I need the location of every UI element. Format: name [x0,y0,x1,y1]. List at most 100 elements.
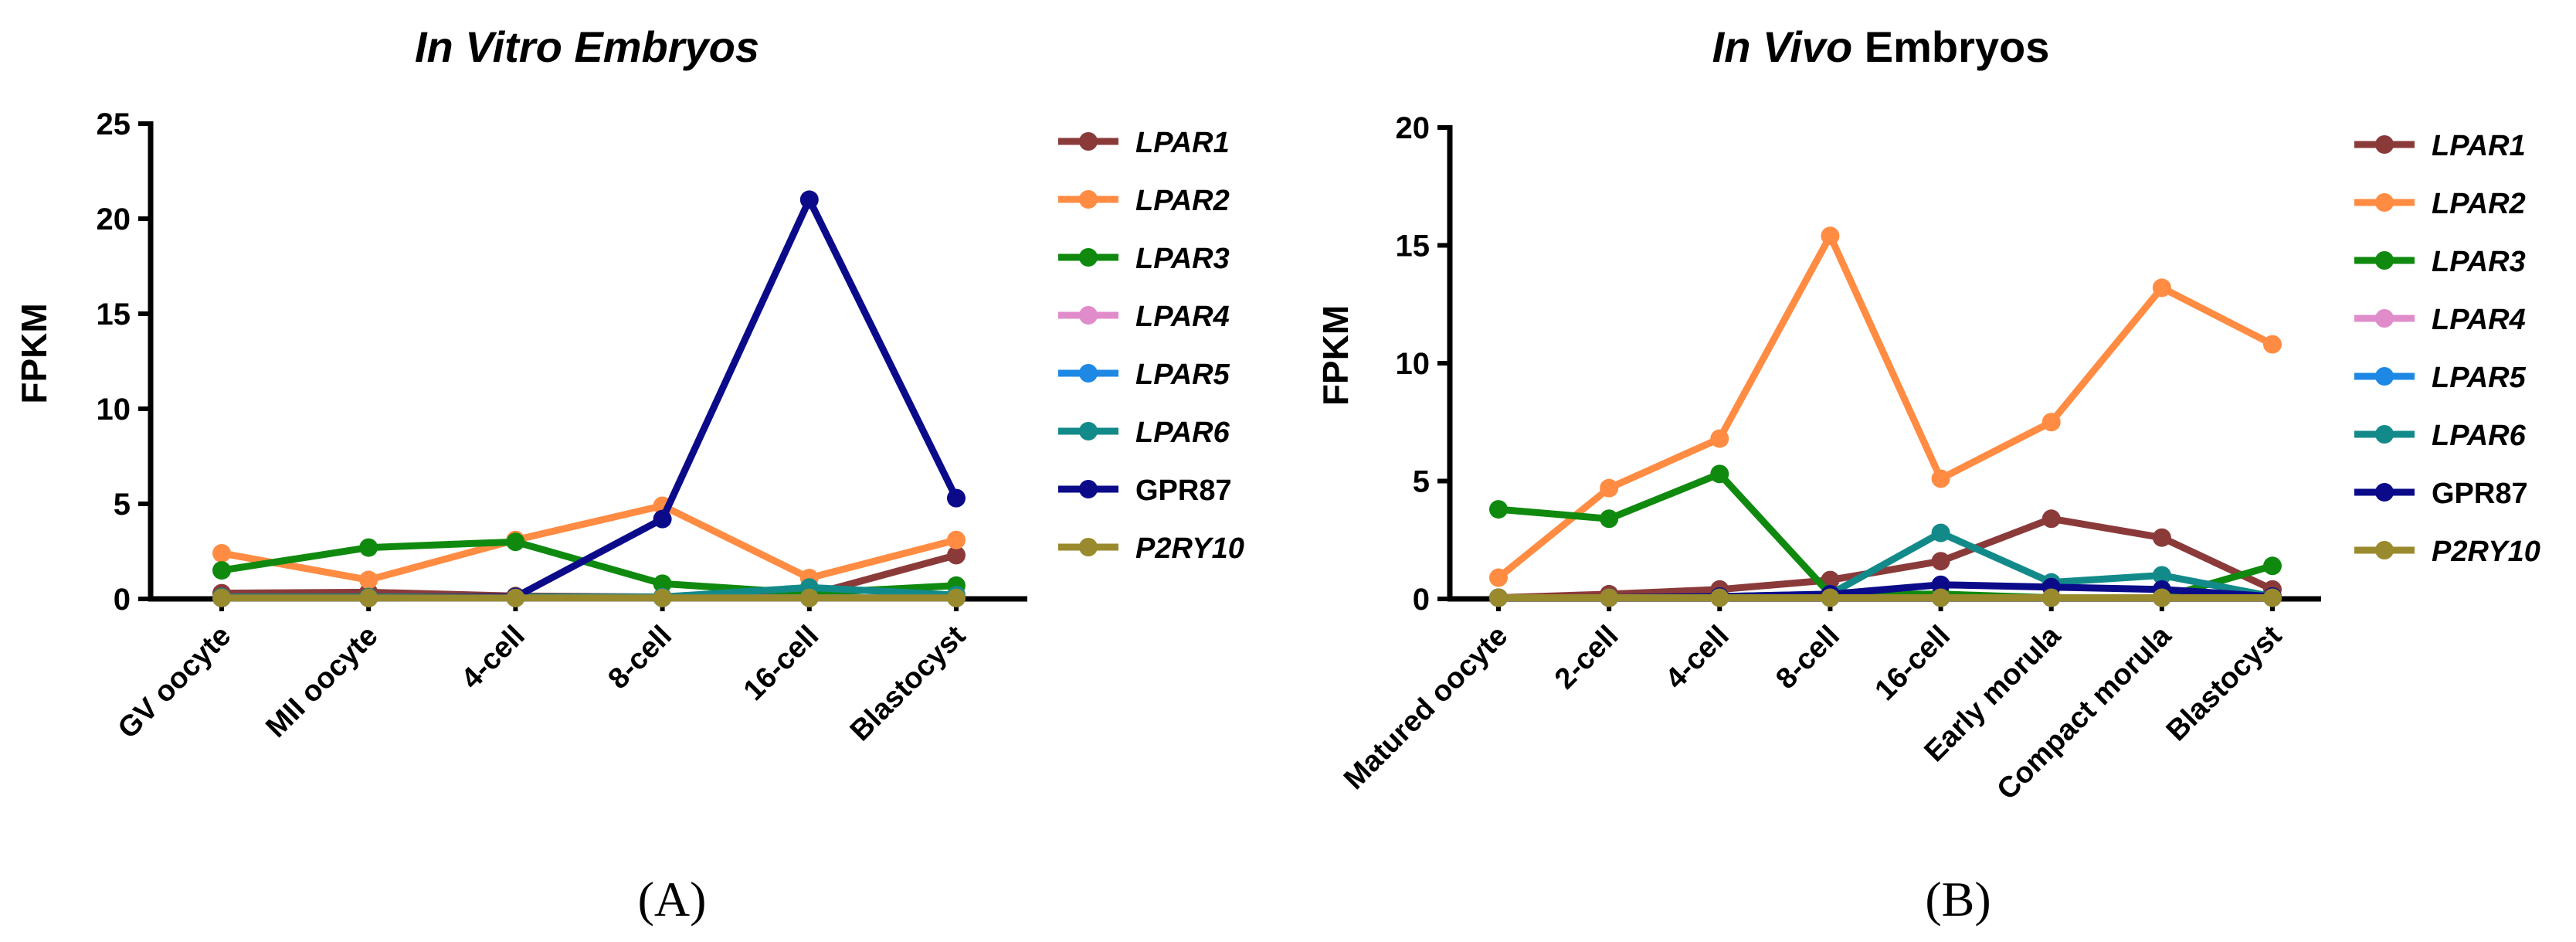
b-point-gpr87 [1931,575,1950,594]
b-x-tick-label: Blastocyst [2160,619,2289,747]
b-point-lpar2 [1821,226,1840,246]
a-chart-title: In Vitro Embryos [415,22,759,71]
a-y-axis-label: FPKM [14,303,54,403]
b-point-p2ry10 [1931,588,1950,607]
a-legend-swatch-marker [1079,132,1098,151]
b-y-tick-label: 20 [1396,111,1431,145]
a-x-tick-label: MII oocyte [260,620,384,744]
b-x-tick-label: 8-cell [1770,620,1845,695]
b-point-lpar1 [2041,509,2061,529]
a-title-part: In Vitro Embryos [415,22,759,71]
a-legend-swatch-marker [1079,248,1098,267]
a-point-lpar2 [947,530,966,549]
b-legend-item: LPAR5 [2354,362,2527,394]
b-legend-swatch-marker [2375,135,2394,154]
b-legend-item: LPAR4 [2354,304,2526,336]
a-legend-item: LPAR1 [1058,127,1230,159]
b-point-lpar1 [2152,528,2171,547]
a-y-tick-label: 5 [114,488,131,522]
a-legend-item: LPAR5 [1058,359,1230,391]
a-legend-item: GPR87 [1058,474,1232,507]
b-point-lpar6 [2152,566,2171,585]
b-point-lpar2 [1710,429,1729,448]
a-x-tick-label: 16-cell [738,620,825,707]
b-point-lpar2 [2263,335,2282,354]
b-point-p2ry10 [1600,588,1619,607]
a-y-tick-label: 10 [97,393,131,427]
b-point-p2ry10 [2152,588,2171,607]
b-point-p2ry10 [1821,588,1840,607]
a-legend-label: LPAR1 [1135,127,1230,159]
a-point-p2ry10 [212,588,231,607]
a-point-lpar1 [947,546,966,565]
b-legend-item: LPAR3 [2354,246,2526,278]
b-point-lpar6 [1931,523,1950,542]
b-legend-swatch-marker [2375,309,2394,328]
b-point-p2ry10 [2041,588,2061,607]
a-point-lpar3 [506,532,525,552]
a-point-p2ry10 [506,588,525,607]
a-legend-label: LPAR3 [1135,243,1230,275]
b-y-tick-label: 0 [1413,583,1430,617]
b-title-part: In Vivo [1712,22,1853,71]
b-x-tick-label: 4-cell [1659,620,1735,695]
a-legend-item: LPAR6 [1058,417,1230,449]
a-point-p2ry10 [359,588,378,607]
b-legend-swatch-marker [2375,193,2394,212]
b-legend-item: P2RY10 [2354,536,2540,568]
a-x-tick-label: 8-cell [602,620,678,695]
b-point-lpar3 [1489,500,1508,519]
a-point-lpar3 [359,538,378,557]
b-point-lpar2 [2152,278,2171,298]
b-y-tick-label: 15 [1396,230,1431,264]
a-y-tick-label: 0 [114,583,131,617]
b-point-lpar2 [1931,469,1950,488]
a-y-tick-label: 20 [97,202,131,236]
b-legend-swatch-marker [2375,251,2394,270]
b-point-lpar3 [1600,509,1619,529]
b-y-axis-label: FPKM [1315,305,1356,406]
b-legend-swatch-marker [2375,367,2394,386]
a-legend-label: LPAR4 [1135,301,1230,333]
a-point-lpar3 [212,561,231,580]
a-point-gpr87 [653,509,672,529]
a-y-tick-label: 15 [97,298,131,332]
b-series-line-lpar1 [1495,515,2276,601]
b-x-tick-label: 2-cell [1549,620,1624,695]
b-legend-item: LPAR1 [2354,130,2526,162]
b-legend-label: LPAR6 [2432,420,2527,452]
b-point-lpar2 [1600,478,1619,498]
a-x-tick-label: GV oocyte [112,620,238,746]
a-panel-label: (A) [638,872,707,927]
b-legend-item: GPR87 [2354,478,2528,510]
b-legend-swatch-marker [2375,541,2394,559]
b-point-p2ry10 [1489,588,1508,607]
b-chart-title: In Vivo Embryos [1712,22,2050,71]
a-legend-label: LPAR2 [1135,185,1230,217]
b-point-lpar3 [1710,464,1729,484]
chart-a: In Vitro Embryos FPKM 0 5 10 15 20 25 GV oocyte M… [14,22,1244,927]
b-legend-swatch-marker [2375,425,2394,444]
a-point-lpar2 [359,570,378,590]
a-legend-swatch-marker [1079,306,1098,325]
b-y-tick-label: 5 [1413,465,1430,499]
a-series-line-gpr87 [218,196,960,602]
a-legend-item: LPAR4 [1058,301,1230,333]
a-legend-label: LPAR5 [1135,359,1230,391]
a-legend-label: LPAR6 [1135,417,1230,449]
a-legend-swatch-marker [1079,190,1098,209]
b-point-p2ry10 [2263,588,2282,607]
b-point-lpar1 [1931,552,1950,571]
b-point-lpar2 [1489,568,1508,587]
b-legend-label: GPR87 [2432,478,2528,510]
a-point-gpr87 [947,488,966,508]
b-point-p2ry10 [1710,588,1729,607]
b-legend-label: LPAR4 [2432,304,2526,336]
b-legend-item: LPAR2 [2354,188,2526,220]
a-point-gpr87 [799,190,819,209]
a-y-tick-label: 25 [97,107,131,141]
a-legend-label: GPR87 [1135,474,1232,507]
a-legend-swatch-marker [1079,422,1098,440]
b-legend-label: P2RY10 [2432,536,2540,568]
a-point-p2ry10 [653,588,672,607]
